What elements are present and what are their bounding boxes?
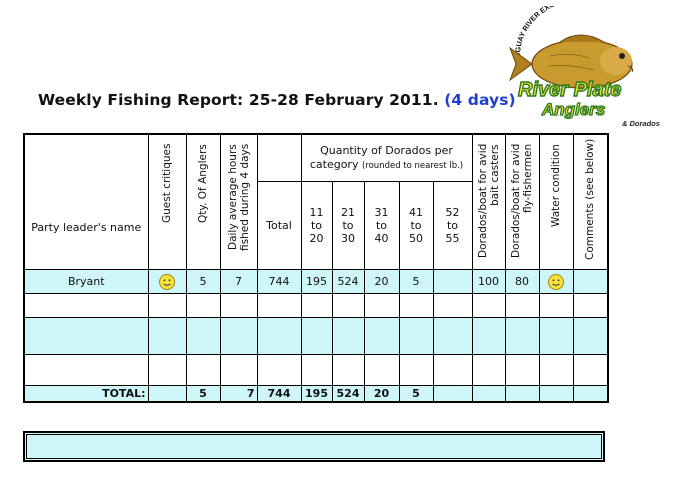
header-water-condition: Water condition — [538, 133, 574, 270]
totals-c31: 20 — [363, 385, 400, 402]
header-guest-critiques: Guest critiques — [147, 133, 187, 270]
header-qty-anglers: Qty. Of Anglers — [185, 133, 221, 270]
cell-total: 744 — [256, 269, 302, 294]
header-qty-dorados: Quantity of Dorados per category (rounde… — [300, 133, 473, 182]
totals-total: 744 — [256, 385, 302, 402]
totals-hours: 7 — [219, 385, 258, 402]
logo-line1: River Plate — [518, 79, 621, 101]
header-cat-11-20: 11 to 20 — [300, 181, 333, 270]
cell-water-condition — [538, 269, 574, 294]
table-row — [23, 293, 609, 318]
logo-line2: Anglers — [541, 100, 605, 119]
header-cat-31-40: 31 to 40 — [363, 181, 400, 270]
fishing-report-table: Party leader's name Guest critiques Qty.… — [23, 133, 609, 403]
header-fly-fishermen: Dorados/boat for avid fly-fishermen — [504, 133, 540, 270]
comments-box — [23, 431, 605, 462]
cell-fly: 80 — [504, 269, 540, 294]
totals-guest — [147, 385, 187, 402]
header-total: Total — [256, 181, 302, 270]
report-title-main: Weekly Fishing Report: 25-28 February 20… — [38, 91, 439, 109]
cell-leader: Bryant — [23, 269, 149, 294]
dorado-fish-icon — [508, 34, 634, 89]
cell-hours: 7 — [219, 269, 258, 294]
totals-water — [538, 385, 574, 402]
header-party-leader: Party leader's name — [23, 133, 149, 270]
cell-c21: 524 — [331, 269, 365, 294]
totals-c52 — [432, 385, 473, 402]
totals-row: TOTAL: 5 7 744 195 524 20 5 — [23, 385, 609, 402]
smiley-icon — [159, 273, 175, 290]
cell-comments — [572, 269, 609, 294]
cell-c52 — [432, 269, 473, 294]
totals-c41: 5 — [398, 385, 434, 402]
totals-anglers: 5 — [185, 385, 221, 402]
logo-tagline: & Dorados — [622, 119, 660, 128]
totals-fly — [504, 385, 540, 402]
cell-bait: 100 — [471, 269, 506, 294]
header-cat-41-50: 41 to 50 — [398, 181, 434, 270]
report-title: Weekly Fishing Report: 25-28 February 20… — [38, 91, 516, 109]
totals-comments — [572, 385, 609, 402]
table-row — [23, 317, 609, 355]
header-comments: Comments (see below) — [572, 133, 609, 270]
totals-c21: 524 — [331, 385, 365, 402]
table-row — [23, 354, 609, 386]
cell-guest-critique — [147, 269, 187, 294]
river-plate-anglers-logo: URUGUAY RIVER EXCLUSIVE TAILWATERS River… — [508, 6, 660, 128]
table-row: Bryant 5 7 744 195 524 20 5 100 80 — [23, 269, 609, 294]
cell-c41: 5 — [398, 269, 434, 294]
smiley-icon — [548, 273, 564, 290]
cell-anglers: 5 — [185, 269, 221, 294]
cell-c31: 20 — [363, 269, 400, 294]
totals-c11: 195 — [300, 385, 333, 402]
header-daily-hours: Daily average hours fished during 4 days — [219, 133, 258, 270]
totals-bait — [471, 385, 506, 402]
report-title-days: (4 days) — [444, 91, 516, 109]
header-cat-52-55: 52 to 55 — [432, 181, 473, 270]
header-total-top — [256, 133, 302, 182]
header-bait-casters: Dorados/boat for avid bait casters — [471, 133, 506, 270]
totals-label: TOTAL: — [23, 385, 149, 402]
header-cat-21-30: 21 to 30 — [331, 181, 365, 270]
cell-c11: 195 — [300, 269, 333, 294]
